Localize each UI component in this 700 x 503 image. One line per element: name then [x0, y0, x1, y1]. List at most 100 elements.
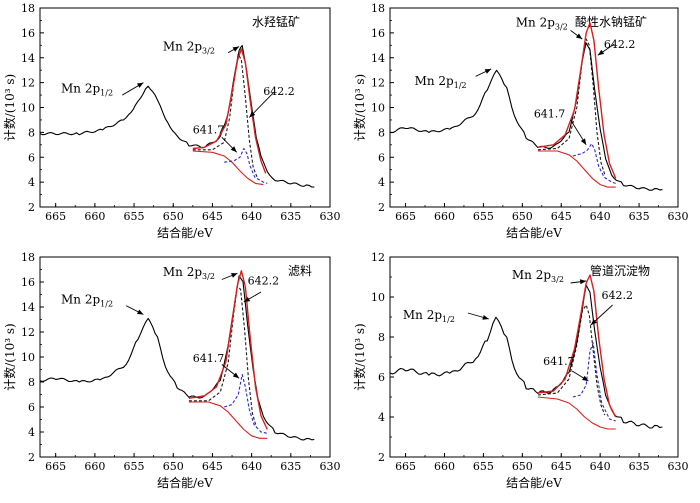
y-tick-label: 12	[21, 77, 35, 90]
annotation-642-2: 642.2	[263, 85, 295, 98]
fit-curve	[188, 270, 268, 430]
y-axis-label: 计数/(10³ s)	[2, 323, 17, 390]
x-tick-label: 650	[512, 460, 533, 473]
y-axis-label: 计数/(10³ s)	[352, 74, 367, 141]
plot-frame	[39, 7, 331, 208]
x-tick-label: 665	[395, 460, 416, 473]
x-tick-label: 655	[473, 210, 494, 223]
raw-spectrum-curve	[389, 42, 663, 191]
x-tick-label: 650	[512, 210, 533, 223]
y-tick-label: 18	[371, 2, 385, 15]
x-tick-label: 645	[551, 210, 572, 223]
panel-title: 滤料	[288, 264, 312, 278]
x-tick-label: 650	[163, 210, 184, 223]
fit-curve	[192, 48, 267, 174]
x-tick-label: 665	[395, 210, 416, 223]
annotation-arrow-642-2-head	[590, 319, 597, 325]
x-tick-label: 645	[202, 210, 223, 223]
x-tick-label: 630	[668, 460, 689, 473]
y-tick-label: 8	[378, 126, 385, 139]
x-tick-label: 645	[551, 460, 572, 473]
chart-panel: 665 660 655 650 645 640 635 630 2 4 6 8 10 12 结合能/eV 计数…	[352, 251, 689, 490]
chart-panel: 665 660 655 650 645 640 635 630 2 4 6 8 10 12 14 16 18 结合…	[2, 2, 341, 240]
y-tick-label: 6	[28, 151, 35, 164]
peak-arrow-mn2p12-head	[137, 82, 144, 88]
component-642-2-curve	[572, 143, 616, 184]
x-axis-label: 结合能/eV	[506, 475, 562, 490]
x-tick-label: 640	[590, 460, 611, 473]
annotation-642-2: 642.2	[248, 275, 280, 288]
x-tick-label: 640	[241, 460, 262, 473]
annotation-641-7: 641.7	[543, 355, 575, 368]
peak-arrow-mn2p32-head	[232, 46, 240, 52]
plot-frame	[389, 256, 679, 458]
y-tick-label: 16	[371, 27, 385, 40]
peak-arrow-mn2p12-head	[136, 309, 144, 315]
component-642-2-curve	[224, 147, 268, 184]
y-tick-label: 8	[28, 126, 35, 139]
y-tick-label: 14	[21, 52, 35, 65]
peak-label-mn2p32: Mn 2p3/2	[516, 16, 568, 32]
y-tick-label: 4	[378, 411, 385, 424]
peak-label-mn2p32: Mn 2p3/2	[163, 39, 215, 55]
peak-arrow-mn2p32-head	[575, 33, 583, 40]
y-tick-label: 2	[378, 451, 385, 464]
y-tick-label: 6	[28, 401, 35, 414]
annotation-641-7: 641.7	[193, 352, 225, 365]
y-tick-label: 8	[28, 376, 35, 389]
x-tick-label: 660	[84, 210, 105, 223]
x-tick-label: 635	[280, 460, 301, 473]
y-tick-label: 10	[21, 351, 35, 364]
y-tick-label: 2	[378, 201, 385, 214]
peak-label-mn2p12: Mn 2p1/2	[61, 292, 113, 308]
peak-arrow-mn2p32-head	[231, 273, 238, 278]
x-axis-label: 结合能/eV	[506, 225, 562, 240]
y-tick-label: 8	[378, 331, 385, 344]
x-tick-label: 655	[124, 460, 145, 473]
component-642-2-curve	[572, 342, 616, 422]
y-tick-label: 6	[378, 371, 385, 384]
y-tick-label: 14	[371, 52, 385, 65]
y-tick-label: 16	[21, 27, 35, 40]
x-tick-label: 635	[629, 460, 650, 473]
background-curve	[188, 401, 268, 439]
annotation-641-7: 641.7	[534, 107, 566, 120]
peak-label-mn2p12: Mn 2p1/2	[403, 308, 455, 324]
annotation-arrow-642-2-head	[243, 296, 251, 302]
annotation-arrow-641-7-head	[230, 146, 237, 153]
y-tick-label: 12	[21, 326, 35, 339]
raw-spectrum-curve	[39, 275, 315, 441]
x-tick-label: 635	[280, 210, 301, 223]
peak-arrow-mn2p12-head	[484, 68, 492, 74]
component-642-2-curve	[224, 373, 268, 434]
background-curve	[537, 396, 616, 430]
y-axis-label: 计数/(10³ s)	[2, 74, 17, 141]
x-tick-label: 650	[163, 460, 184, 473]
panel-title: 管道沉淀物	[590, 263, 650, 278]
component-641-7-curve	[537, 38, 606, 175]
x-tick-label: 630	[320, 210, 341, 223]
y-tick-label: 16	[21, 276, 35, 289]
annotation-arrow-642-2-head	[249, 111, 256, 118]
raw-spectrum-curve	[389, 284, 663, 429]
y-tick-label: 2	[28, 451, 35, 464]
annotation-642-2: 642.2	[602, 289, 634, 302]
peak-label-mn2p32: Mn 2p3/2	[163, 265, 215, 281]
x-tick-label: 665	[45, 460, 66, 473]
x-tick-label: 655	[473, 460, 494, 473]
y-tick-label: 14	[21, 301, 35, 314]
annotation-arrow-641-7-head	[232, 372, 240, 379]
annotation-641-7: 641.7	[193, 124, 225, 137]
annotation-642-2: 642.2	[604, 38, 636, 51]
x-tick-label: 640	[590, 210, 611, 223]
y-tick-label: 6	[378, 151, 385, 164]
y-tick-label: 12	[371, 251, 385, 264]
peak-label-mn2p12: Mn 2p1/2	[415, 74, 467, 90]
annotation-arrow-641-7-head	[582, 375, 589, 381]
raw-spectrum-curve	[39, 44, 315, 188]
chart-panel: 665 660 655 650 645 640 635 630 2 4 6 8 10 12 14 16 18 结合…	[2, 251, 341, 490]
x-tick-label: 640	[241, 210, 262, 223]
peak-label-mn2p32: Mn 2p3/2	[512, 268, 564, 284]
annotation-arrow-641-7-head	[580, 138, 587, 145]
